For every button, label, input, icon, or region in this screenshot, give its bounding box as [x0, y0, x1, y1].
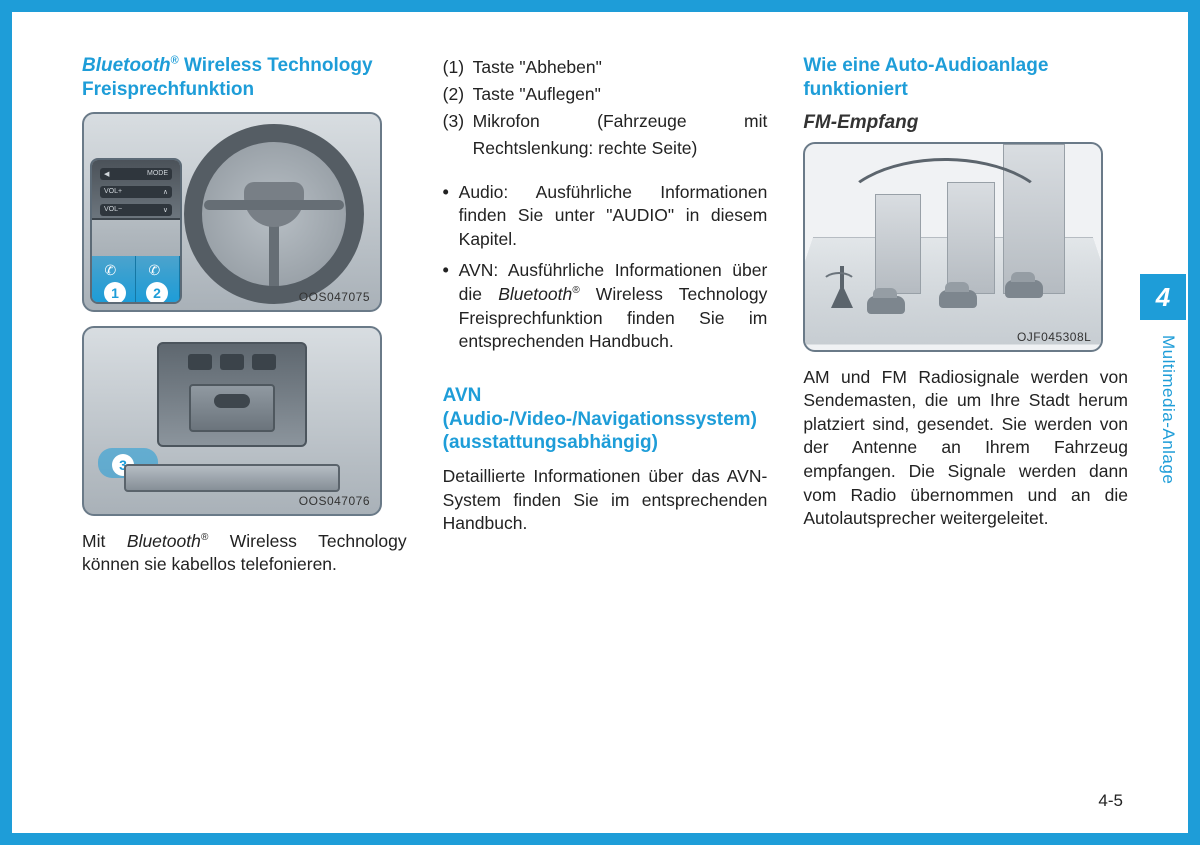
- body-fm: AM und FM Radiosignale werden von Sendem…: [803, 366, 1128, 531]
- radio-wave: [821, 272, 857, 296]
- callout-badge-2: 2: [146, 282, 168, 304]
- figure-steering-wheel: ◀MODE VOL+∧ VOL−∨ ✆ ✆ 1 2: [82, 112, 382, 312]
- page-content: Bluetooth® Wireless Technology Freisprec…: [12, 12, 1188, 833]
- button-inset: ◀MODE VOL+∧ VOL−∨ ✆ ✆ 1 2: [90, 158, 182, 304]
- item3-text: Mikrofon (Fahrzeuge mit Rechtslenkung: r…: [473, 108, 768, 162]
- console-panel: [189, 384, 275, 432]
- inset-top: ◀MODE VOL+∧ VOL−∨: [92, 160, 180, 220]
- bullet-audio: Audio: Ausführliche Informationen finden…: [443, 181, 768, 252]
- bullet-list: Audio: Ausführliche Informationen finden…: [443, 181, 768, 362]
- column-3: Wie eine Auto-Audioanlage funktioniert F…: [803, 54, 1128, 803]
- item1-num: (1): [443, 54, 473, 81]
- frame-left: [0, 0, 12, 845]
- frame-bottom: [0, 833, 1200, 845]
- chapter-tab: 4: [1140, 274, 1186, 320]
- figure-fm-reception: OJF045308L: [803, 142, 1103, 352]
- inset-row-vol: VOL+∧: [100, 186, 172, 198]
- phone-end-icon: ✆: [149, 262, 167, 276]
- figure-c-label: OJF045308L: [1017, 330, 1091, 344]
- item1-text: Taste "Abheben": [473, 54, 768, 81]
- side-label: Multimedia-Anlage: [1158, 335, 1178, 484]
- figure-a-label: OOS047075: [299, 290, 370, 304]
- numbered-list: (1)Taste "Abheben" (2)Taste "Auflegen" (…: [443, 54, 768, 163]
- column-2: (1)Taste "Abheben" (2)Taste "Auflegen" (…: [443, 54, 768, 803]
- figure-b-label: OOS047076: [299, 494, 370, 508]
- console-buttons: [171, 354, 293, 372]
- caption-bluetooth: Mit Bluetooth® Wireless Technology könne…: [82, 530, 407, 577]
- item3-num: (3): [443, 108, 473, 162]
- steering-wheel-graphic: [184, 124, 364, 304]
- console-shelf: [124, 464, 340, 492]
- subheading-fm: FM-Empfang: [803, 112, 1128, 134]
- figure-overhead-console: 3 OOS047076: [82, 326, 382, 516]
- item2-text: Taste "Auflegen": [473, 81, 768, 108]
- frame-top: [0, 0, 1200, 12]
- heading-reg: ®: [171, 55, 179, 67]
- inset-row-vol2: VOL−∨: [100, 204, 172, 216]
- bullet2-ital: Bluetooth®: [498, 284, 579, 304]
- bullet-avn: AVN: Ausführliche Informationen über die…: [443, 259, 768, 354]
- heading-audioanlage: Wie eine Auto-Audioanlage funktioniert: [803, 54, 1128, 102]
- console-graphic: [157, 342, 307, 447]
- item2-num: (2): [443, 81, 473, 108]
- city-graphic: [813, 152, 1093, 342]
- frame-right: [1188, 0, 1200, 845]
- column-1: Bluetooth® Wireless Technology Freisprec…: [82, 54, 407, 803]
- car-3: [1005, 280, 1043, 298]
- car-2: [939, 290, 977, 308]
- inset-row-mode: ◀MODE: [100, 168, 172, 180]
- heading-avn: AVN (Audio-/Video-/Navigationssystem) (a…: [443, 384, 768, 455]
- page-number: 4-5: [1098, 791, 1123, 811]
- callout-badge-1: 1: [104, 282, 126, 304]
- signal-arc: [835, 158, 1055, 278]
- body-avn: Detaillierte Informationen über das AVN-…: [443, 465, 768, 536]
- heading-bluetooth: Bluetooth® Wireless Technology Freisprec…: [82, 54, 407, 102]
- car-1: [867, 296, 905, 314]
- heading-word-bluetooth: Bluetooth: [82, 55, 171, 76]
- wheel-hub: [244, 182, 304, 227]
- phone-accept-icon: ✆: [105, 262, 123, 276]
